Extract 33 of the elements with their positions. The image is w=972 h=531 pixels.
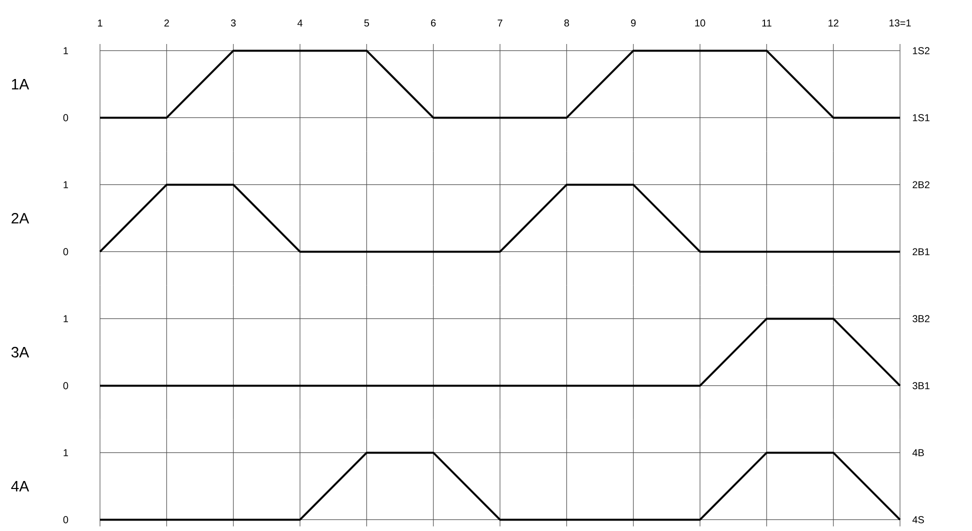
x-tick-label: 8 xyxy=(564,19,570,26)
y-axis-title: 2A xyxy=(12,212,30,224)
y-tick-label: 0 xyxy=(63,248,68,256)
y-tick-label: 1 xyxy=(64,181,68,188)
ref-line-label: 2B2 xyxy=(912,181,930,188)
x-tick-label: 7 xyxy=(498,20,502,26)
x-tick-label: 6 xyxy=(431,19,436,26)
x-tick-label: 3 xyxy=(230,19,236,26)
x-tick-label: 5 xyxy=(364,20,370,26)
y-axis-title: 3A xyxy=(11,346,30,358)
y-tick-label: 1 xyxy=(64,47,68,54)
ref-line-label: 4S xyxy=(912,516,924,524)
x-tick-label: 9 xyxy=(631,19,636,26)
y-tick-label: 0 xyxy=(63,516,68,524)
y-tick-label: 1 xyxy=(64,315,68,322)
y-tick-label: 0 xyxy=(63,114,68,122)
x-tick-label: 1 xyxy=(98,20,102,26)
y-tick-label: 0 xyxy=(63,382,68,390)
x-tick-label: 4 xyxy=(297,20,302,26)
x-tick-label: 11 xyxy=(762,20,772,26)
ref-line-label: 2B1 xyxy=(912,248,930,256)
ref-line-label: 3B1 xyxy=(912,382,930,390)
y-tick-label: 1 xyxy=(64,449,68,456)
x-tick-label: 2 xyxy=(164,20,169,26)
y-axis-title: 4A xyxy=(11,481,30,492)
x-tick-label: 13=1 xyxy=(890,19,911,26)
y-axis-title: 1A xyxy=(12,79,30,90)
ref-line-label: 1S1 xyxy=(912,114,930,122)
x-tick-label: 12 xyxy=(828,20,838,26)
x-tick-label: 10 xyxy=(695,19,706,26)
ref-line-label: 4B xyxy=(912,449,924,456)
ref-line-label: 1S2 xyxy=(912,47,930,54)
ref-line-label: 3B2 xyxy=(912,315,930,322)
